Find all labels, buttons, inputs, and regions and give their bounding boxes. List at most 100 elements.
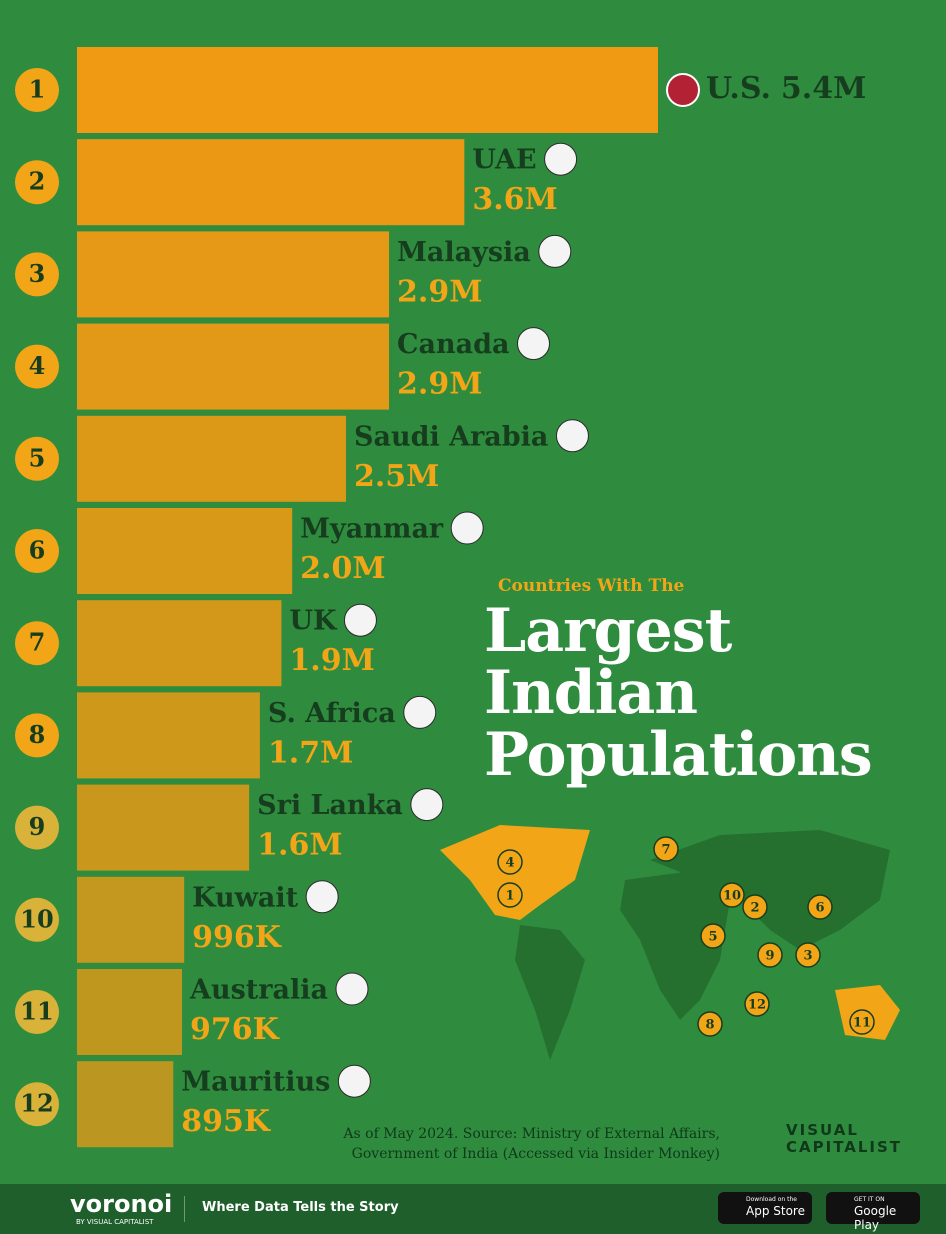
app-store-button[interactable]: Download on the App Store xyxy=(718,1192,812,1224)
rank-label: 11 xyxy=(20,997,53,1026)
map-marker-label: 5 xyxy=(708,930,717,945)
flag xyxy=(337,1064,371,1098)
source-note: As of May 2024. Source: Ministry of Exte… xyxy=(343,1126,720,1162)
rank-badge xyxy=(15,990,59,1034)
app-store-label: App Store xyxy=(746,1204,805,1218)
category-label: U.S. xyxy=(706,71,771,106)
rank-badge xyxy=(15,529,59,573)
bar xyxy=(77,1061,174,1148)
chart-title: Largest Indian Populations xyxy=(484,596,873,790)
rank-label: 5 xyxy=(29,443,46,472)
bar xyxy=(77,508,293,594)
value-label: 2.0M xyxy=(300,551,385,586)
rank-label: 7 xyxy=(29,628,46,657)
google-play-button[interactable]: GET IT ON Google Play xyxy=(826,1192,920,1232)
value-label: 5.4M xyxy=(781,71,866,106)
rank-label: 1 xyxy=(29,75,46,104)
rank-label: 12 xyxy=(20,1089,53,1118)
chart-subtitle: Countries With The xyxy=(498,576,685,596)
bar xyxy=(77,784,250,871)
rank-badge xyxy=(15,436,59,481)
category-label: UK xyxy=(289,606,338,637)
world-map xyxy=(440,825,900,1060)
value-label: 2.5M xyxy=(354,459,439,494)
map-marker-label: 6 xyxy=(815,901,824,916)
bar xyxy=(77,47,658,133)
rank-badge xyxy=(15,897,59,942)
bar xyxy=(77,415,346,502)
bar xyxy=(77,231,390,318)
flag xyxy=(335,972,369,1006)
map-marker xyxy=(742,894,768,920)
category-label: UAE xyxy=(472,145,536,176)
chart: 1 U.S. 5.4M 2 UAE 3.6M 3 Malaysia 2.9M 4 Canada 2.9… xyxy=(15,47,900,1148)
rank-label: 9 xyxy=(29,812,46,841)
category-label: Malaysia xyxy=(397,237,531,268)
category-label: Sri Lanka xyxy=(257,790,403,821)
bar xyxy=(77,323,390,410)
rank-label: 3 xyxy=(29,259,46,288)
value-label: 1.7M xyxy=(268,735,353,770)
category-label: Kuwait xyxy=(192,882,298,913)
value-label: 976K xyxy=(190,1012,280,1047)
map-marker-label: 11 xyxy=(853,1016,871,1031)
map-marker xyxy=(700,923,726,949)
value-label: 895K xyxy=(181,1104,271,1139)
map-marker-label: 4 xyxy=(505,856,514,871)
rank-label: 10 xyxy=(20,904,53,933)
flag xyxy=(538,234,572,268)
map-marker xyxy=(807,894,833,920)
rank-badge xyxy=(15,252,59,297)
brand: voronoi xyxy=(70,1190,173,1218)
value-label: 3.6M xyxy=(472,182,557,217)
footer: voronoi BY VISUAL CAPITALIST Where Data … xyxy=(0,1184,946,1234)
flag xyxy=(305,880,339,914)
category-label: S. Africa xyxy=(268,698,396,729)
map-marker-label: 7 xyxy=(661,843,670,858)
flag xyxy=(666,73,700,107)
category-label: Saudi Arabia xyxy=(354,421,548,452)
map-marker xyxy=(744,991,770,1017)
map-marker-label: 1 xyxy=(505,889,514,904)
category-label: Mauritius xyxy=(181,1067,330,1098)
category-label: Australia xyxy=(189,975,328,1006)
rank-badge xyxy=(15,1082,59,1127)
rank-label: 6 xyxy=(29,536,46,565)
value-label: 2.9M xyxy=(397,274,482,309)
map-marker xyxy=(795,942,821,968)
flag xyxy=(450,511,484,545)
map-marker-label: 9 xyxy=(765,949,774,964)
value-label: 1.6M xyxy=(257,828,342,863)
map-marker-label: 12 xyxy=(748,998,766,1013)
value-label: 1.9M xyxy=(289,643,374,678)
rank-label: 4 xyxy=(29,351,46,380)
bar xyxy=(77,600,282,687)
map-marker-label: 3 xyxy=(803,949,812,964)
map-marker xyxy=(849,1009,875,1035)
publisher: VISUAL CAPITALIST xyxy=(786,1121,903,1156)
bar xyxy=(77,876,185,963)
google-play-small: GET IT ON xyxy=(854,1196,885,1203)
flag xyxy=(517,327,551,361)
map-marker-label: 10 xyxy=(723,889,741,904)
rank-badge xyxy=(15,805,59,850)
rank-label: 2 xyxy=(29,167,46,196)
category-label: Canada xyxy=(397,329,509,360)
map-marker xyxy=(697,1011,723,1037)
google-play-label: Google Play xyxy=(854,1204,897,1232)
map-marker xyxy=(497,849,523,875)
rank-badge xyxy=(15,68,59,112)
map-marker xyxy=(497,882,523,908)
tagline: Where Data Tells the Story xyxy=(202,1200,399,1215)
value-label: 996K xyxy=(192,920,282,955)
rank-badge xyxy=(15,713,59,758)
flag xyxy=(544,142,578,176)
divider xyxy=(184,1196,185,1222)
bar xyxy=(77,139,465,226)
rank-badge xyxy=(15,160,59,205)
map-marker-label: 8 xyxy=(705,1018,714,1033)
flag xyxy=(410,788,444,822)
rank-badge xyxy=(15,344,59,389)
category-label: Myanmar xyxy=(300,514,444,545)
